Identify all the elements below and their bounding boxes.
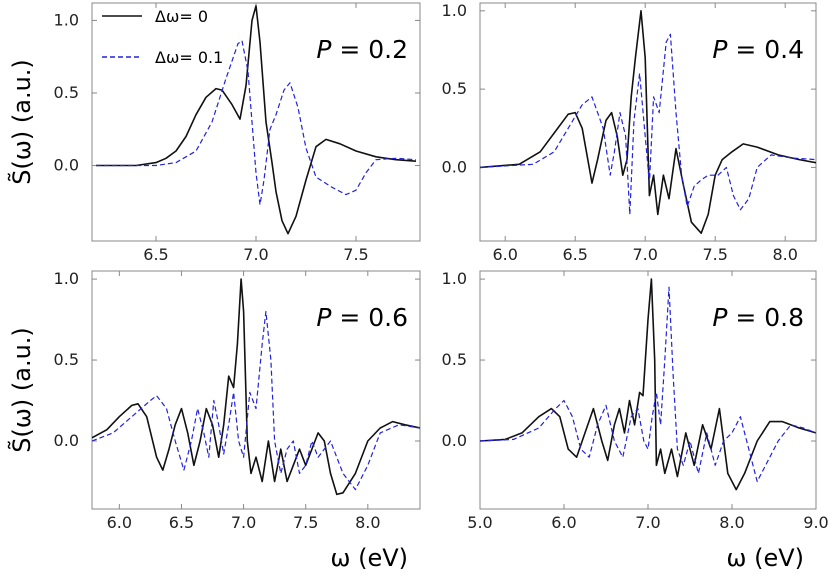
x-tick-label: 7.0 — [632, 245, 657, 264]
series-line-dw0 — [480, 10, 816, 234]
curves — [480, 278, 816, 491]
y-axis-label: S̃(ω) (a.u.) — [8, 327, 36, 453]
y-tick-label: 1.0 — [54, 10, 79, 29]
y-tick-label: 0.5 — [54, 83, 79, 102]
panel-label: P = 0.6 — [316, 303, 408, 332]
x-tick-label: 7.5 — [702, 245, 727, 264]
y-tick-label: 1.0 — [442, 1, 467, 20]
x-tick-label: 7.5 — [343, 245, 368, 264]
series-line-dw01 — [480, 33, 816, 215]
curves — [92, 278, 420, 496]
x-axis-label: ω (eV) — [726, 544, 804, 572]
plot-frame — [91, 2, 421, 242]
x-tick-label: 7.0 — [243, 245, 268, 264]
panel-label: P = 0.4 — [712, 35, 804, 64]
panel-3: 6.0 6.5 7.0 7.5 8.0 0.0 0.5 1.0 P = 0.6 S̃(ω) (a.… — [8, 269, 421, 572]
series-line-dw0 — [96, 5, 417, 235]
panel-label: P = 0.8 — [712, 303, 804, 332]
panel-1: 6.5 7.0 7.5 0.0 0.5 1.0 P = 0.2 S̃(ω) (a.u.) — [8, 2, 421, 264]
x-tick-label: 6.0 — [107, 513, 132, 532]
y-tick-label: 1.0 — [442, 269, 467, 288]
x-tick-label: 6.5 — [169, 513, 194, 532]
series-line-dw01 — [480, 286, 816, 483]
y-tick-label: 0.0 — [54, 156, 79, 175]
y-tick-label: 1.0 — [54, 269, 79, 288]
y-tick-label: 0.5 — [54, 350, 79, 369]
x-tick-label: 7.0 — [635, 513, 660, 532]
y-tick-label: 0.5 — [442, 79, 467, 98]
curves — [480, 10, 816, 234]
y-tick-label: 0.0 — [442, 157, 467, 176]
series-line-dw01 — [92, 310, 420, 491]
panel-4: 5.0 6.0 7.0 8.0 9.0 0.0 0.5 1.0 P = 0.8 ω (eV) — [442, 269, 829, 572]
x-tick-label: 7.0 — [231, 513, 256, 532]
y-tick-label: 0.0 — [442, 431, 467, 450]
legend-label: Δω= 0 — [155, 7, 208, 26]
series-line-dw01 — [96, 40, 417, 206]
x-tick-label: 7.5 — [293, 513, 318, 532]
panel-label: P = 0.2 — [316, 35, 408, 64]
y-tick-label: 0.5 — [442, 350, 467, 369]
x-axis-label: ω (eV) — [330, 544, 408, 572]
legend: Δω= 0 Δω= 0.1 — [102, 7, 223, 67]
x-tick-label: 5.0 — [467, 513, 492, 532]
legend-label: Δω= 0.1 — [155, 48, 223, 67]
y-tick-label: 0.0 — [54, 431, 79, 450]
x-tick-label: 9.0 — [803, 513, 828, 532]
x-tick-label: 8.0 — [355, 513, 380, 532]
x-tick-label: 8.0 — [772, 245, 797, 264]
y-axis-label: S̃(ω) (a.u.) — [8, 59, 36, 185]
panel-2: 6.0 6.5 7.0 7.5 8.0 0.0 0.5 1.0 P = 0.4 — [442, 1, 817, 264]
plot-frame — [479, 2, 817, 242]
x-tick-label: 6.0 — [492, 245, 517, 264]
x-tick-label: 6.5 — [143, 245, 168, 264]
series-line-dw0 — [92, 278, 420, 496]
series-line-dw0 — [480, 278, 816, 491]
x-tick-label: 6.5 — [562, 245, 587, 264]
curves — [96, 5, 417, 235]
x-tick-label: 6.0 — [551, 513, 576, 532]
x-tick-label: 8.0 — [719, 513, 744, 532]
